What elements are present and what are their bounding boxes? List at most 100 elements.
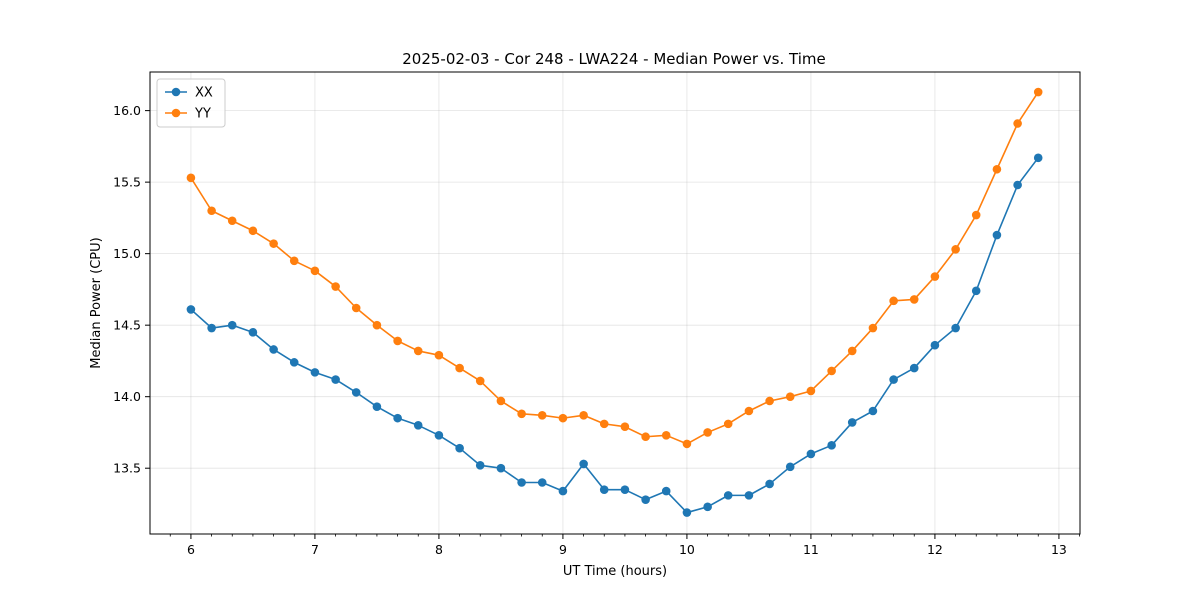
data-point-xx [806,449,816,459]
legend-marker [171,87,181,97]
x-tick-label: 13 [1051,542,1067,557]
chart-title: 2025-02-03 - Cor 248 - LWA224 - Median P… [402,50,826,68]
legend-label: XX [195,86,213,101]
data-point-xx [909,363,919,373]
series-line-xx [190,157,1039,514]
legend-entry-xx: XX [165,86,213,101]
data-point-yy [889,296,898,306]
data-point-xx [393,413,402,423]
data-point-yy [351,303,361,313]
data-point-xx [558,486,568,496]
data-point-xx [682,508,692,517]
data-point-xx [579,459,588,469]
data-point-yy [703,428,712,437]
data-point-xx [703,502,712,512]
y-tick-label: 14.0 [113,389,141,404]
data-point-yy [1033,87,1043,97]
data-point-xx [269,345,278,354]
data-point-xx [992,230,1002,240]
y-tick-label: 16.0 [113,103,141,118]
data-point-yy [909,295,919,304]
data-point-yy [186,173,196,183]
data-point-yy [971,210,981,220]
data-point-xx [517,478,526,487]
data-point-yy [827,366,836,376]
data-point-yy [661,431,671,440]
data-point-xx [620,485,630,494]
y-tick-label: 14.5 [113,318,141,333]
data-point-xx [351,388,361,397]
data-point-xx [496,463,506,473]
data-point-xx [1013,180,1022,190]
data-point-xx [331,375,340,384]
data-point-yy [393,336,402,346]
data-point-yy [269,239,278,248]
data-point-yy [641,432,650,442]
x-tick-label: 7 [311,542,319,557]
data-point-xx [889,375,898,384]
data-point-yy [847,346,857,356]
data-point-xx [930,340,940,350]
data-point-xx [951,323,960,333]
data-point-yy [310,266,320,276]
data-point-xx [227,320,237,330]
y-tick-label: 15.0 [113,246,141,261]
data-point-xx [827,441,836,450]
data-point-xx [599,485,609,494]
data-point-yy [599,419,609,429]
data-point-yy [620,422,630,432]
x-tick-label: 8 [435,542,443,557]
data-point-xx [455,443,464,453]
grid-lines [150,72,1080,534]
x-tick-label: 11 [803,542,819,557]
x-axis-label: UT Time (hours) [563,564,667,579]
data-point-xx [372,402,382,411]
data-point-yy [806,386,816,396]
series-xx [186,153,1043,517]
y-tick-label: 15.5 [113,175,141,190]
legend-entry-yy: YY [165,107,211,122]
data-point-xx [641,495,650,504]
data-point-xx [744,491,754,500]
data-point-xx [413,420,423,430]
legend-frame [156,78,226,128]
y-axis-label: Median Power (CPU) [89,237,104,368]
data-point-yy [331,282,340,291]
data-point-yy [227,216,237,226]
x-tick-label: 12 [927,542,943,557]
data-point-yy [868,323,878,333]
data-point-yy [248,226,258,236]
plot-area-frame [149,71,1081,535]
data-point-yy [496,396,506,406]
data-point-xx [971,286,981,296]
data-point-yy [992,164,1002,174]
data-point-xx [723,491,733,500]
data-point-yy [579,410,588,420]
data-point-yy [682,439,692,449]
series-yy [186,87,1043,449]
data-point-xx [868,406,878,416]
data-point-yy [951,245,960,254]
data-point-yy [475,376,485,386]
x-tick-label: 9 [559,542,567,557]
series-layer [186,87,1043,517]
data-point-xx [207,323,216,333]
data-point-yy [455,363,464,373]
data-point-yy [517,409,526,419]
data-point-yy [413,346,423,356]
data-point-yy [785,392,795,401]
data-point-yy [207,206,216,216]
data-point-xx [785,462,795,472]
data-point-yy [537,410,547,420]
data-point-xx [847,418,857,427]
data-point-yy [930,272,940,281]
data-point-xx [186,305,196,314]
data-point-yy [434,350,444,360]
data-point-yy [289,256,299,266]
data-point-yy [558,413,568,423]
data-point-yy [744,406,754,416]
legend-marker [171,108,181,118]
data-point-yy [1013,119,1022,128]
axis-ticks: 6 7 8 9 10 11 12 13 13.5 14.0 14.5 15.0 15.5 16.0 [113,103,1080,557]
